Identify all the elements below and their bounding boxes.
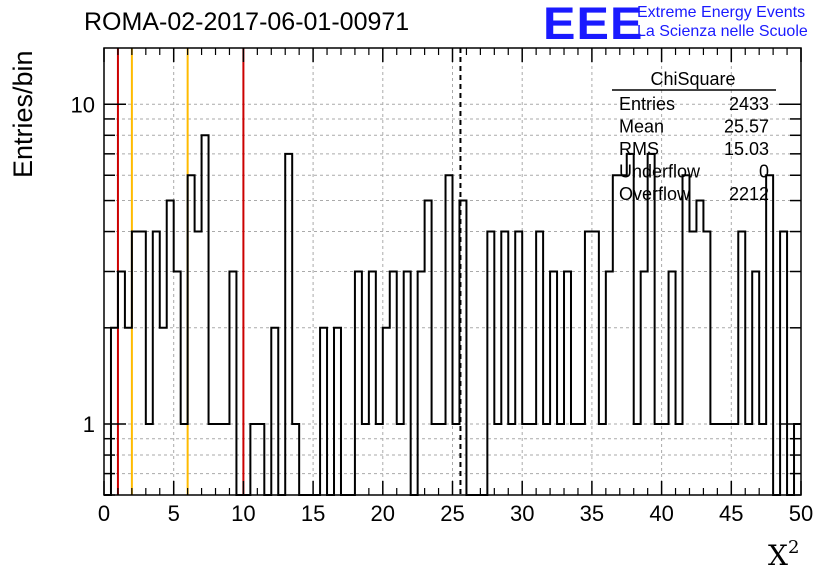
x-tick-label: 40 bbox=[649, 501, 673, 526]
stats-value: 2433 bbox=[729, 94, 769, 114]
x-axis-title-base: X bbox=[768, 539, 788, 572]
logo-caption-line1: Extreme Energy Events bbox=[637, 4, 806, 21]
x-tick-label: 15 bbox=[301, 501, 325, 526]
y-tick-label: 10 bbox=[71, 92, 95, 117]
x-axis-title-superscript: 2 bbox=[788, 537, 799, 558]
x-tick-label: 20 bbox=[371, 501, 395, 526]
y-axis-title: Entries/bin bbox=[8, 50, 38, 178]
x-tick-label: 30 bbox=[510, 501, 534, 526]
histogram-title: ROMA-02-2017-06-01-00971 bbox=[84, 8, 410, 36]
x-tick-label: 25 bbox=[440, 501, 464, 526]
stats-box-title: ChiSquare bbox=[650, 69, 735, 89]
stats-label: Overflow bbox=[619, 184, 691, 204]
eee-logo: EEE bbox=[543, 0, 644, 49]
stats-value: 25.57 bbox=[724, 117, 769, 137]
stats-value: 2212 bbox=[729, 184, 769, 204]
x-tick-label: 35 bbox=[580, 501, 604, 526]
x-tick-label: 0 bbox=[98, 501, 110, 526]
y-tick-label: 1 bbox=[83, 412, 95, 437]
stats-label: Underflow bbox=[619, 162, 701, 182]
x-tick-label: 45 bbox=[719, 501, 743, 526]
x-tick-label: 50 bbox=[789, 501, 813, 526]
stats-rows: Entries 2433 Mean 25.57 RMS 15.03 Underflow 0 Ov… bbox=[619, 94, 769, 204]
stats-box: ChiSquare Entries 2433 Mean 25.57 RMS 15.03 Un… bbox=[612, 69, 776, 204]
stats-label: Entries bbox=[619, 94, 675, 114]
stats-value: 0 bbox=[759, 162, 769, 182]
stats-label: Mean bbox=[619, 117, 664, 137]
stats-value: 15.03 bbox=[724, 139, 769, 159]
stats-label: RMS bbox=[619, 139, 659, 159]
axis-ticks: 1 10 0 5 10 15 20 25 30 35 40 45 50 bbox=[71, 48, 813, 526]
histogram-step-line bbox=[104, 134, 801, 496]
logo-caption-line2: La Scienza nelle Scuole bbox=[637, 23, 808, 40]
x-tick-label: 5 bbox=[168, 501, 180, 526]
x-tick-label: 10 bbox=[231, 501, 255, 526]
x-axis-title: X2 bbox=[768, 537, 799, 572]
